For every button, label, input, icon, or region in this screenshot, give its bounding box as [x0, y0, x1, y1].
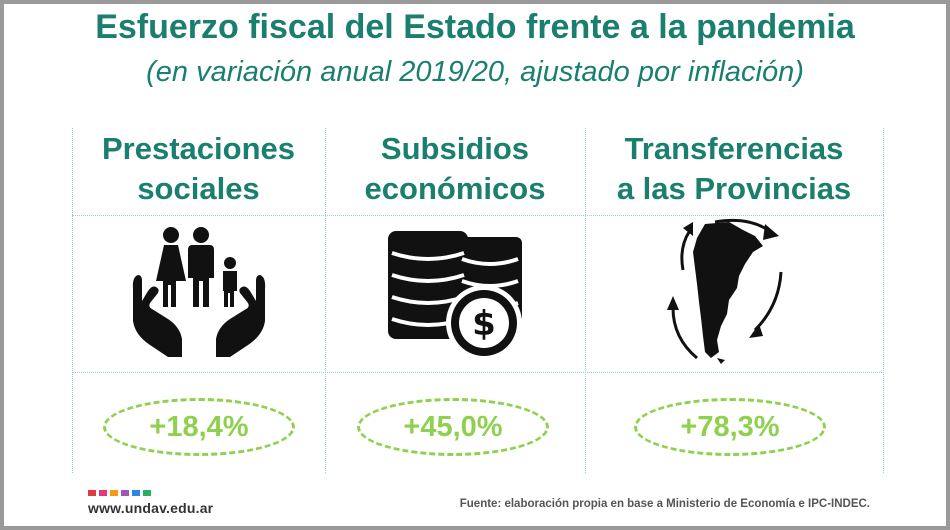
value-badge-subsidios: +45,0% [357, 398, 549, 456]
coins-dollar-icon: $ [325, 218, 585, 368]
grid-divider [72, 215, 884, 216]
grid-divider [72, 372, 884, 373]
column-heading-prestaciones: Prestaciones sociales [102, 131, 295, 206]
column-heading-transferencias: Transferencias a las Provincias [616, 131, 852, 206]
page-subtitle: (en variación anual 2019/20, ajustado po… [146, 56, 804, 88]
undav-logo-icon [88, 490, 151, 496]
value-badge-prestaciones: +18,4% [103, 398, 295, 456]
grid-divider [72, 128, 73, 473]
grid-divider [325, 128, 326, 473]
website-url: www.undav.edu.ar [88, 500, 214, 516]
value-badge-transferencias: +78,3% [634, 398, 826, 456]
family-in-hands-icon [72, 218, 325, 368]
column-heading-subsidios: Subsidios económicos [364, 131, 546, 206]
page-title: Esfuerzo fiscal del Estado frente a la p… [95, 8, 855, 46]
grid-divider [585, 128, 586, 473]
svg-text:$: $ [472, 304, 496, 344]
grid-divider [883, 128, 884, 473]
argentina-map-arrows-icon [585, 218, 883, 368]
source-note: Fuente: elaboración propia en base a Min… [459, 498, 870, 510]
